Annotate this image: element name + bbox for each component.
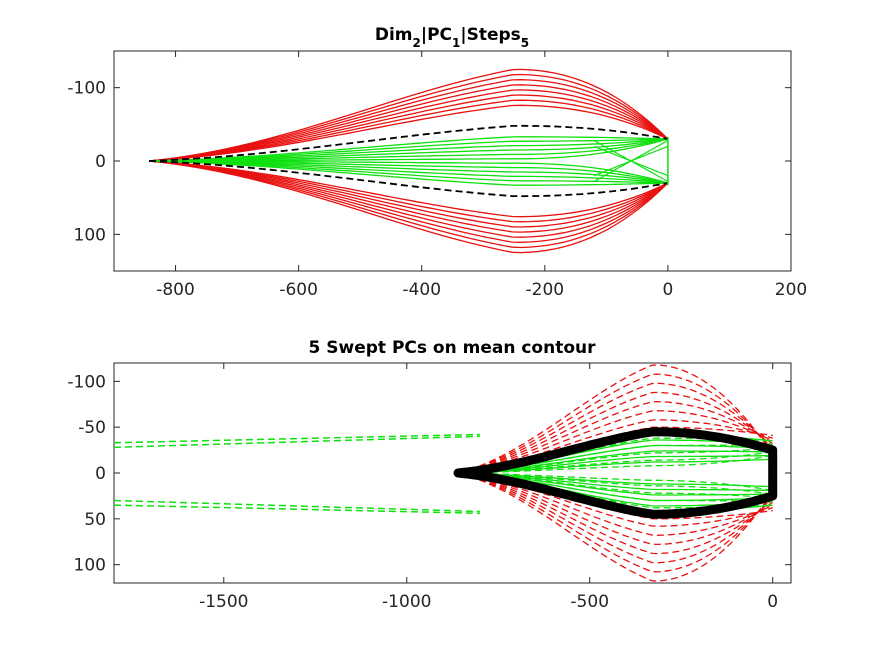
top-red-curve-5-upper xyxy=(149,94,669,162)
top-xtick-label: -400 xyxy=(402,280,441,300)
bottom-ytick-label: 0 xyxy=(95,464,106,484)
top-ytick-label: 100 xyxy=(74,225,106,245)
bottom-ytick-label: -100 xyxy=(67,372,106,392)
top-red-curve-2-upper xyxy=(149,79,669,162)
bottom-green-long-line-1 xyxy=(114,435,480,449)
bottom-green-long-line-0 xyxy=(114,433,480,444)
top-green-curve-4-upper xyxy=(149,138,669,162)
top-title-subscript: 2 xyxy=(413,36,421,50)
top-red-curve-1-lower xyxy=(149,160,669,249)
top-green-curve-0-lower xyxy=(149,160,668,186)
top-red-curve-5-lower xyxy=(149,160,669,228)
top-green-curve-1-lower xyxy=(149,160,668,184)
top-green-cross-3 xyxy=(593,145,669,177)
top-red-curve-7-lower xyxy=(149,160,669,218)
top-green-curve-2-lower xyxy=(149,160,668,184)
bottom-chart-title: 5 Swept PCs on mean contour xyxy=(309,338,597,358)
bottom-green-solid-curve-4-lower xyxy=(457,472,773,492)
bottom-red-dashed-curve-7-upper xyxy=(457,426,773,474)
bottom-red-dashed-curve-5-upper xyxy=(457,410,773,474)
bottom-red-dashed-curve-0-lower xyxy=(457,472,774,582)
top-title-subscript: 5 xyxy=(521,36,529,50)
bottom-red-dashed-curve-2-lower xyxy=(457,472,774,564)
bottom-red-dashed-curve-6-upper xyxy=(457,419,773,474)
top-axis-ticks: -800 -600 -400 -200 0 200 -100 0 100 xyxy=(67,51,807,300)
bottom-green-dashed-curve-2-lower xyxy=(457,472,773,499)
bottom-red-dashed-curve-1-upper xyxy=(457,373,774,474)
top-red-curve-3-lower xyxy=(149,160,669,238)
top-red-curve-7-upper xyxy=(149,104,669,162)
bottom-ytick-label: 50 xyxy=(84,510,106,530)
top-green-curve-1-upper xyxy=(149,138,668,162)
top-green-curve-3-lower xyxy=(149,160,668,184)
bottom-xtick-label: -500 xyxy=(570,592,609,612)
top-red-curve-2-lower xyxy=(149,160,669,243)
top-green-curve-0-upper xyxy=(149,136,668,162)
top-xtick-label: -200 xyxy=(526,280,565,300)
top-red-curve-4-lower xyxy=(149,160,669,233)
top-green-curve-5-lower xyxy=(149,160,669,184)
bottom-green-dashed-curve-3-upper xyxy=(457,451,773,474)
bottom-green-long-line-2 xyxy=(114,499,480,513)
bottom-red-dashed-curve-4-lower xyxy=(457,472,774,546)
top-green-curve-2-upper xyxy=(149,138,668,162)
bottom-mean-contour xyxy=(453,427,778,519)
bottom-red-dashed-curve-3-upper xyxy=(457,391,774,474)
top-title-subscript: 1 xyxy=(452,36,460,50)
bottom-red-dashed-curve-2-upper xyxy=(457,382,774,474)
top-red-curve-0-lower xyxy=(149,160,669,254)
top-green-curve-3-upper xyxy=(149,138,668,162)
bottom-ytick-label: -50 xyxy=(78,418,106,438)
top-xtick-label: -600 xyxy=(279,280,318,300)
top-red-curve-4-upper xyxy=(149,89,669,162)
top-ytick-label: -100 xyxy=(67,79,106,99)
top-red-curve-6-lower xyxy=(149,160,669,223)
bottom-green-solid-curve-5-upper xyxy=(457,458,773,474)
bottom-red-dashed-curve-1-lower xyxy=(457,472,774,573)
bottom-red-dashed-curve-3-lower xyxy=(457,472,774,555)
top-red-curve-6-upper xyxy=(149,99,669,162)
bottom-green-long-line-3 xyxy=(114,504,480,515)
bottom-xtick-label: 0 xyxy=(767,592,778,612)
bottom-green-dashed-curve-4-lower xyxy=(457,472,773,492)
top-xtick-label: 0 xyxy=(662,280,673,300)
bottom-green-dashed-curve-4-upper xyxy=(457,454,773,474)
top-red-curve-0-upper xyxy=(149,68,669,162)
bottom-plot-frame xyxy=(113,362,792,584)
top-chart-title: Dim2|PC1|Steps5 xyxy=(375,25,529,50)
top-title-part: |PC xyxy=(421,25,452,45)
bottom-xtick-label: -1000 xyxy=(382,592,431,612)
bottom-green-solid-curve-5-lower xyxy=(457,472,773,488)
bottom-red-dashed-curve-7-lower xyxy=(457,472,773,520)
top-red-curve-1-upper xyxy=(149,73,669,162)
top-black-curve-0-upper xyxy=(149,124,669,162)
top-black-curve-0-lower xyxy=(149,160,669,198)
bottom-green-dashed-curve-1-upper xyxy=(457,443,773,474)
top-green-curve-4-lower xyxy=(149,160,669,184)
bottom-ytick-label: 100 xyxy=(74,556,106,576)
bottom-green-solid-curve-4-upper xyxy=(457,454,773,474)
top-xtick-label: -800 xyxy=(156,280,195,300)
top-ytick-label: 0 xyxy=(95,152,106,172)
bottom-green-dashed-curve-1-lower xyxy=(457,472,773,503)
top-axes: -800 -600 -400 -200 0 200 -100 0 100 Dim2|PC1|St… xyxy=(67,25,807,300)
bottom-green-dashed-curve-2-upper xyxy=(457,447,773,474)
bottom-red-dashed-curve-6-lower xyxy=(457,472,773,527)
bottom-plot-area xyxy=(114,364,778,582)
top-title-part: Dim xyxy=(375,25,413,45)
top-title-part: |Steps xyxy=(460,25,520,45)
top-plot-area xyxy=(149,68,669,254)
bottom-red-dashed-curve-5-lower xyxy=(457,472,773,536)
bottom-xtick-label: -1500 xyxy=(199,592,248,612)
top-xtick-label: 200 xyxy=(775,280,807,300)
bottom-red-dashed-curve-4-upper xyxy=(457,400,774,474)
bottom-green-dashed-curve-3-lower xyxy=(457,472,773,495)
top-red-curve-3-upper xyxy=(149,84,669,162)
bottom-red-dashed-curve-0-upper xyxy=(457,364,774,474)
